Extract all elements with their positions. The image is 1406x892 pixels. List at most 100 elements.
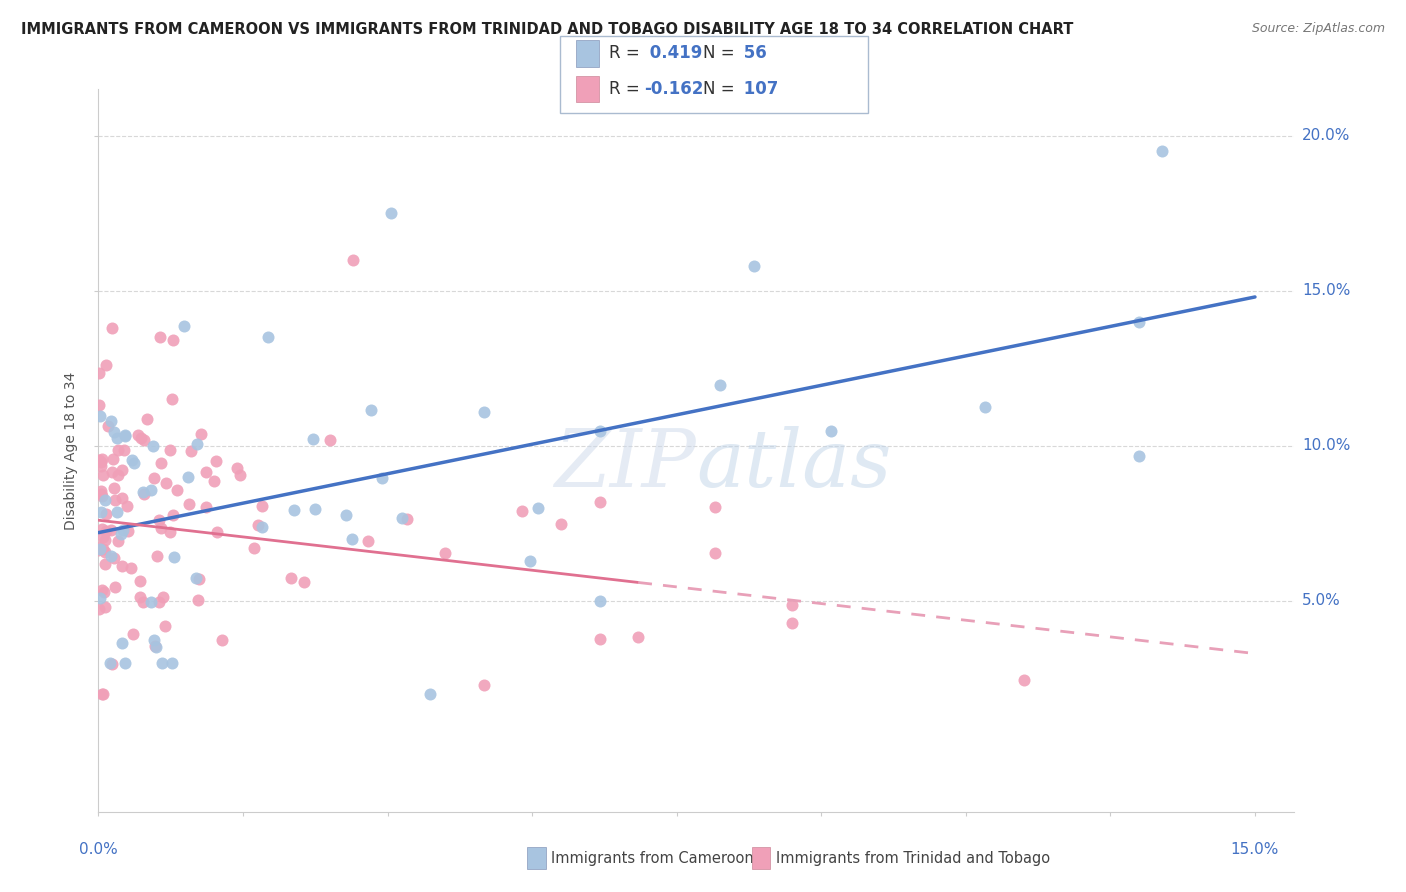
Point [114,428,136,442]
Point [112,523,135,537]
Point [205,454,228,468]
Point [150,521,173,535]
Point [100,524,122,538]
Text: N =: N = [703,45,740,62]
Point [1128,449,1150,463]
Text: Source: ZipAtlas.com: Source: ZipAtlas.com [1251,22,1385,36]
Point [283,503,305,517]
Point [94,507,117,521]
Text: 0.419: 0.419 [644,45,703,62]
Point [105,431,128,445]
Point [149,456,172,470]
Point [782,598,804,612]
Point [371,471,394,485]
Point [101,451,124,466]
Point [292,575,315,590]
Point [512,504,534,518]
Text: 0.0%: 0.0% [79,842,118,857]
Text: N =: N = [703,80,740,98]
Point [90,458,112,473]
Point [782,616,804,631]
Text: 107: 107 [738,80,779,98]
Point [250,500,273,514]
Text: IMMIGRANTS FROM CAMEROON VS IMMIGRANTS FROM TRINIDAD AND TOBAGO DISABILITY AGE 1: IMMIGRANTS FROM CAMEROON VS IMMIGRANTS F… [21,22,1073,37]
Point [90,483,112,498]
Point [194,465,217,479]
Point [94,599,117,614]
Point [472,678,495,692]
Point [107,442,129,457]
Point [127,428,149,442]
Point [146,549,169,563]
Point [319,433,342,447]
Point [588,495,610,509]
Point [103,580,125,594]
Y-axis label: Disability Age 18 to 34: Disability Age 18 to 34 [65,371,79,530]
Point [91,531,114,545]
Point [98,656,121,670]
Point [120,561,142,575]
Text: atlas: atlas [696,426,891,504]
Point [94,545,117,559]
Point [105,505,128,519]
Point [103,481,125,495]
Point [391,511,413,525]
Point [134,487,156,501]
Point [163,549,186,564]
Point [152,590,174,604]
Point [93,558,115,572]
Point [1128,315,1150,329]
Point [627,631,650,645]
Point [205,524,228,539]
Point [129,431,152,445]
Point [97,418,120,433]
Point [87,366,110,380]
Point [87,543,110,558]
Point [90,505,112,519]
Text: 56: 56 [738,45,766,62]
Point [100,549,122,564]
Point [153,618,176,632]
Point [519,553,541,567]
Point [94,524,117,538]
Point [226,461,249,475]
Point [103,550,125,565]
Point [148,513,170,527]
Point [112,443,135,458]
Text: 5.0%: 5.0% [1302,593,1340,608]
Text: 10.0%: 10.0% [1302,438,1350,453]
Text: R =: R = [609,45,645,62]
Point [155,476,177,491]
Point [304,502,326,516]
Text: ZIP: ZIP [554,426,696,504]
Point [122,627,145,641]
Point [243,541,266,556]
Point [148,595,170,609]
Point [704,546,727,560]
Point [139,483,162,498]
Point [107,534,129,549]
Point [129,574,152,589]
Point [527,501,550,516]
Point [93,687,115,701]
Point [87,540,110,554]
Point [132,484,155,499]
Point [194,500,217,515]
Point [89,541,111,556]
Point [128,590,150,604]
Point [247,518,270,533]
Point [93,584,115,599]
Point [159,442,181,457]
Point [139,595,162,609]
Point [160,392,183,406]
Point [89,591,111,606]
Point [132,595,155,609]
Point [143,639,166,653]
Point [434,546,457,560]
Point [1152,145,1174,159]
Point [91,582,114,597]
Text: 20.0%: 20.0% [1302,128,1350,144]
Point [150,656,173,670]
Point [114,428,136,442]
Point [107,467,129,482]
